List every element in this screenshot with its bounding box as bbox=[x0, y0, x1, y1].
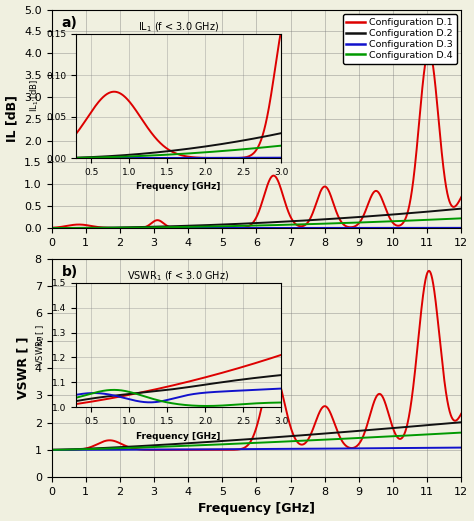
Y-axis label: IL [dB]: IL [dB] bbox=[6, 95, 18, 142]
Legend: Configuration D.1, Configuration D.2, Configuration D.3, Configuration D.4: Configuration D.1, Configuration D.2, Co… bbox=[343, 14, 456, 64]
X-axis label: Frequency [GHz]: Frequency [GHz] bbox=[198, 502, 315, 515]
Text: a): a) bbox=[62, 16, 78, 30]
Text: b): b) bbox=[62, 265, 78, 279]
Y-axis label: VSWR [ ]: VSWR [ ] bbox=[16, 337, 29, 399]
